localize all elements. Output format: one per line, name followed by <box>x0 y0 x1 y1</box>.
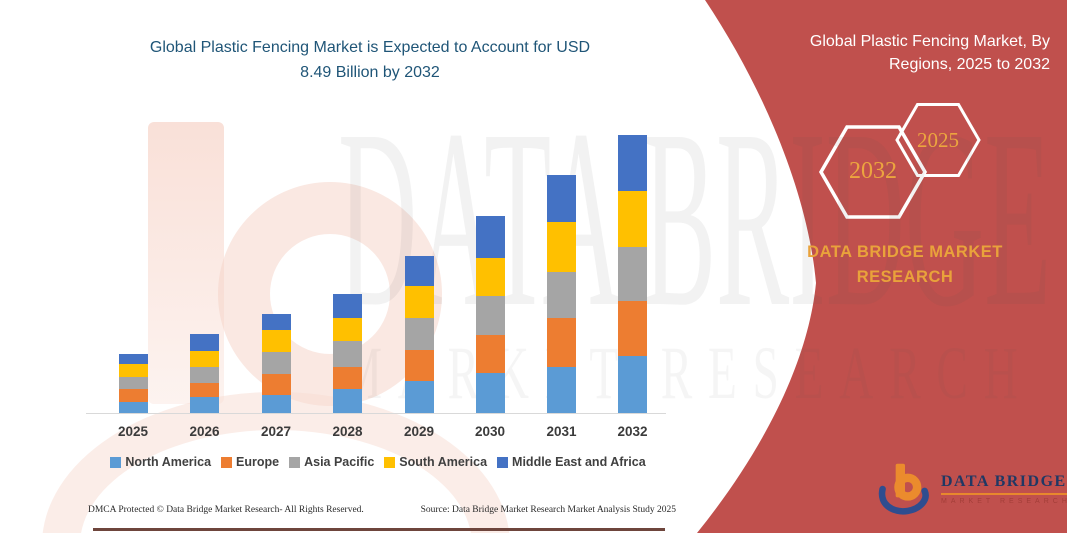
bar-2025 <box>118 353 148 413</box>
x-axis-label: 2031 <box>546 424 577 439</box>
side-panel-title-line2: Regions, 2025 to 2032 <box>888 56 1050 74</box>
bar-segment <box>118 363 148 378</box>
bar-segment <box>261 394 291 413</box>
bar-segment <box>333 366 362 390</box>
bar-segment <box>618 135 647 192</box>
bar-segment <box>190 333 219 351</box>
bar-segment <box>404 380 434 413</box>
legend-item: North America <box>110 455 211 469</box>
databridge-logo-icon <box>878 463 929 515</box>
bar-segment <box>475 215 505 259</box>
legend-item: South America <box>384 455 487 469</box>
hexagon-year-2032: 2032 <box>849 158 897 184</box>
source-text: Source: Data Bridge Market Research Mark… <box>420 505 676 515</box>
bar-2029 <box>404 256 434 413</box>
bar-segment <box>618 356 647 413</box>
bar-segment <box>618 301 647 357</box>
bar-segment <box>404 317 434 350</box>
logo-name: DATA BRIDGE <box>941 473 1067 490</box>
bar-2026 <box>190 333 219 413</box>
bar-segment <box>475 373 505 413</box>
bar-segment <box>547 222 576 273</box>
databridge-logo: DATA BRIDGE MARKET RESEARCH <box>877 462 1067 516</box>
bar-segment <box>618 247 647 302</box>
logo-text-block: DATA BRIDGE MARKET RESEARCH <box>941 473 1067 505</box>
bar-segment <box>547 317 576 367</box>
bar-segment <box>404 349 434 381</box>
chart-legend: North America Europe Asia Pacific South Ame… <box>88 455 668 469</box>
bar-2031 <box>547 175 576 413</box>
bar-segment <box>547 272 576 318</box>
bar-segment <box>475 295 505 335</box>
side-panel-title: Global Plastic Fencing Market, By Region… <box>770 30 1050 76</box>
bar-segment <box>333 341 362 367</box>
bar-2030 <box>475 215 505 413</box>
bar-segment <box>261 329 291 352</box>
logo-underline <box>941 493 1067 495</box>
footer: DMCA Protected © Data Bridge Market Rese… <box>88 505 676 515</box>
legend-item: Middle East and Africa <box>497 455 646 469</box>
legend-swatch <box>384 456 396 468</box>
x-axis-label: 2026 <box>189 424 220 439</box>
x-axis-label: 2028 <box>332 424 363 439</box>
side-panel-title-line1: Global Plastic Fencing Market, By <box>809 33 1050 50</box>
bar-segment <box>404 256 434 287</box>
x-axis-label: 2025 <box>117 424 149 439</box>
bar-segment <box>547 175 576 223</box>
legend-swatch <box>289 456 301 468</box>
chart-title-line2: 8.49 Billion by 2032 <box>300 63 440 81</box>
legend-item: Europe <box>221 455 279 469</box>
legend-swatch <box>110 456 122 468</box>
brand-wordmark: DATA BRIDGE MARKET RESEARCH <box>807 243 1003 286</box>
legend-swatch <box>497 456 509 468</box>
legend-label: North America <box>125 455 212 469</box>
bar-segment <box>118 389 148 402</box>
legend-item: Asia Pacific <box>289 455 374 469</box>
bar-2027 <box>261 313 291 413</box>
bar-segment <box>475 334 505 374</box>
chart-title: Global Plastic Fencing Market is Expecte… <box>95 36 645 86</box>
logo-subtitle: MARKET RESEARCH <box>941 498 1067 505</box>
hexagon-2025-outline <box>895 103 981 177</box>
legend-label: Asia Pacific <box>304 455 375 469</box>
bar-2028 <box>333 294 362 413</box>
bar-segment <box>118 377 148 390</box>
legend-label: Middle East and Africa <box>512 455 646 469</box>
bar-segment <box>475 258 505 296</box>
dmca-text: DMCA Protected © Data Bridge Market Rese… <box>88 505 364 515</box>
bar-segment <box>404 286 434 318</box>
bar-segment <box>190 350 219 368</box>
x-axis-label: 2030 <box>474 424 506 439</box>
x-axis-label: 2032 <box>617 424 648 439</box>
bar-segment <box>190 396 219 413</box>
bar-segment <box>333 318 362 342</box>
bottom-divider-bar <box>93 528 665 531</box>
legend-swatch <box>221 456 233 468</box>
hexagon-2032-outline <box>818 125 928 219</box>
bar-segment <box>118 401 148 413</box>
bar-segment <box>261 374 291 395</box>
bar-segment <box>190 382 219 397</box>
x-axis-label: 2027 <box>260 424 292 439</box>
bar-segment <box>333 294 362 319</box>
bar-segment <box>547 366 576 413</box>
bar-segment <box>261 313 291 330</box>
bar-segment <box>333 389 362 413</box>
hexagon-year-2025: 2025 <box>917 128 959 152</box>
bar-segment <box>190 367 219 383</box>
bar-2032 <box>618 135 647 413</box>
bar-segment <box>261 351 291 375</box>
legend-label: Europe <box>236 455 280 469</box>
bar-segment <box>618 191 647 248</box>
x-axis-line <box>86 413 666 414</box>
legend-label: South America <box>399 455 488 469</box>
x-axis-label: 2029 <box>403 424 435 439</box>
chart-title-line1: Global Plastic Fencing Market is Expecte… <box>149 39 591 56</box>
bar-segment <box>118 353 148 364</box>
